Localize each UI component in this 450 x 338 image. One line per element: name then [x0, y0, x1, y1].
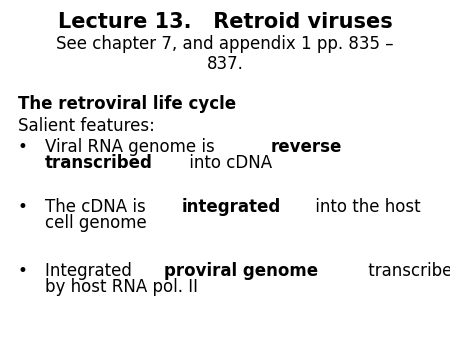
Text: Salient features:: Salient features:: [18, 117, 155, 135]
Text: Lecture 13.   Retroid viruses: Lecture 13. Retroid viruses: [58, 12, 392, 32]
Text: transcribed: transcribed: [45, 154, 153, 172]
Text: 837.: 837.: [207, 55, 243, 73]
Text: Integrated: Integrated: [45, 262, 137, 280]
Text: cell genome: cell genome: [45, 214, 147, 232]
Text: integrated: integrated: [182, 198, 281, 216]
Text: by host RNA pol. II: by host RNA pol. II: [45, 278, 198, 296]
Text: transcribed: transcribed: [363, 262, 450, 280]
Text: into cDNA: into cDNA: [184, 154, 272, 172]
Text: •: •: [18, 262, 28, 280]
Text: •: •: [18, 138, 28, 156]
Text: •: •: [18, 198, 28, 216]
Text: reverse: reverse: [271, 138, 342, 156]
Text: The cDNA is: The cDNA is: [45, 198, 151, 216]
Text: proviral genome: proviral genome: [164, 262, 318, 280]
Text: Viral RNA genome is: Viral RNA genome is: [45, 138, 220, 156]
Text: into the host: into the host: [310, 198, 420, 216]
Text: See chapter 7, and appendix 1 pp. 835 –: See chapter 7, and appendix 1 pp. 835 –: [56, 35, 394, 53]
Text: The retroviral life cycle: The retroviral life cycle: [18, 95, 236, 113]
